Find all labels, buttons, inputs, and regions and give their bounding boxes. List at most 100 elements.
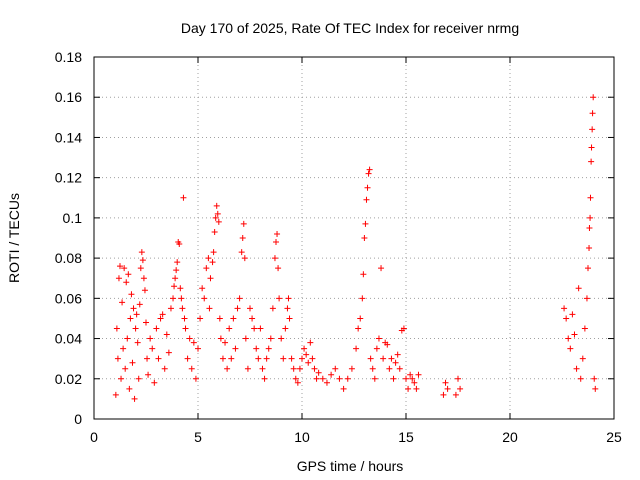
y-tick-label: 0.18 (55, 49, 82, 65)
y-tick-label: 0.06 (55, 290, 82, 306)
data-point (265, 345, 272, 352)
data-point (359, 295, 366, 302)
data-point (182, 325, 189, 332)
data-point (403, 375, 409, 382)
data-point (452, 391, 459, 398)
y-tick-label: 0.16 (55, 89, 82, 105)
plot-frame (93, 56, 615, 420)
data-point (159, 311, 166, 318)
data-point (232, 345, 239, 352)
data-point (115, 275, 122, 282)
data-point (133, 311, 140, 318)
data-point (206, 305, 213, 312)
data-point (114, 355, 121, 362)
data-point (242, 335, 249, 342)
data-point (190, 339, 197, 346)
data-point (565, 335, 572, 342)
data-point (583, 295, 590, 302)
data-point (396, 365, 403, 372)
data-point (275, 265, 282, 272)
data-point (147, 335, 154, 342)
data-point (585, 265, 591, 272)
y-tick-label: 0 (74, 411, 82, 427)
data-point (138, 249, 145, 256)
data-point (274, 230, 281, 237)
data-point (123, 279, 130, 286)
data-point (180, 194, 187, 201)
x-tick-label: 0 (90, 429, 98, 445)
data-point (569, 311, 576, 318)
data-point (394, 351, 401, 358)
data-point (186, 335, 193, 342)
data-point (371, 375, 378, 382)
data-point (587, 194, 594, 201)
data-point (290, 365, 297, 372)
data-point (355, 325, 362, 332)
data-point (222, 339, 229, 346)
data-point (589, 126, 596, 133)
data-point (217, 335, 224, 342)
data-point (197, 315, 204, 322)
data-point (294, 379, 301, 386)
data-point (149, 345, 156, 352)
data-point (384, 341, 391, 348)
data-point (360, 271, 367, 278)
y-axis-label: ROTI / TECUs (6, 193, 22, 283)
data-point (184, 355, 191, 362)
data-point (307, 339, 314, 346)
data-point (592, 385, 599, 392)
data-point (257, 325, 264, 332)
data-point (586, 224, 593, 231)
data-point (228, 355, 235, 362)
data-point (369, 365, 376, 372)
chart-title: Day 170 of 2025, Rate Of TEC Index for r… (181, 20, 519, 36)
data-point (120, 345, 127, 352)
data-point (249, 315, 256, 322)
data-point (137, 265, 144, 272)
data-point (209, 259, 216, 266)
data-point (315, 369, 322, 376)
data-point (230, 315, 237, 322)
data-point (214, 210, 221, 217)
data-point (205, 255, 212, 262)
data-point (145, 371, 152, 378)
data-point (587, 214, 594, 221)
data-point (207, 275, 214, 282)
data-point (219, 355, 226, 362)
data-point (131, 395, 138, 402)
data-point (586, 245, 593, 252)
data-point (181, 315, 188, 322)
data-point (170, 295, 177, 302)
y-tick-label: 0.1 (63, 210, 83, 226)
data-point (344, 375, 351, 382)
data-point (362, 220, 369, 227)
data-point (591, 375, 598, 382)
data-point (118, 375, 125, 382)
data-point (244, 365, 251, 372)
data-point (588, 158, 595, 165)
data-point (127, 315, 134, 322)
data-point (259, 365, 266, 372)
data-point (224, 365, 231, 372)
data-point (296, 365, 303, 372)
data-point (234, 305, 241, 312)
data-point (567, 345, 574, 352)
y-tick-label: 0.12 (55, 170, 82, 186)
data-point (561, 305, 568, 312)
data-point (239, 235, 246, 241)
data-point (284, 305, 291, 312)
data-point (589, 110, 596, 117)
data-point (129, 359, 136, 366)
data-point (253, 345, 260, 352)
data-point (155, 355, 162, 362)
data-point (267, 335, 274, 342)
data-point (380, 355, 387, 362)
data-point (212, 214, 219, 221)
data-point (269, 305, 276, 312)
data-point (413, 385, 420, 392)
data-point (211, 228, 218, 235)
data-point (575, 285, 582, 292)
data-point (364, 184, 371, 191)
data-point (195, 345, 201, 352)
